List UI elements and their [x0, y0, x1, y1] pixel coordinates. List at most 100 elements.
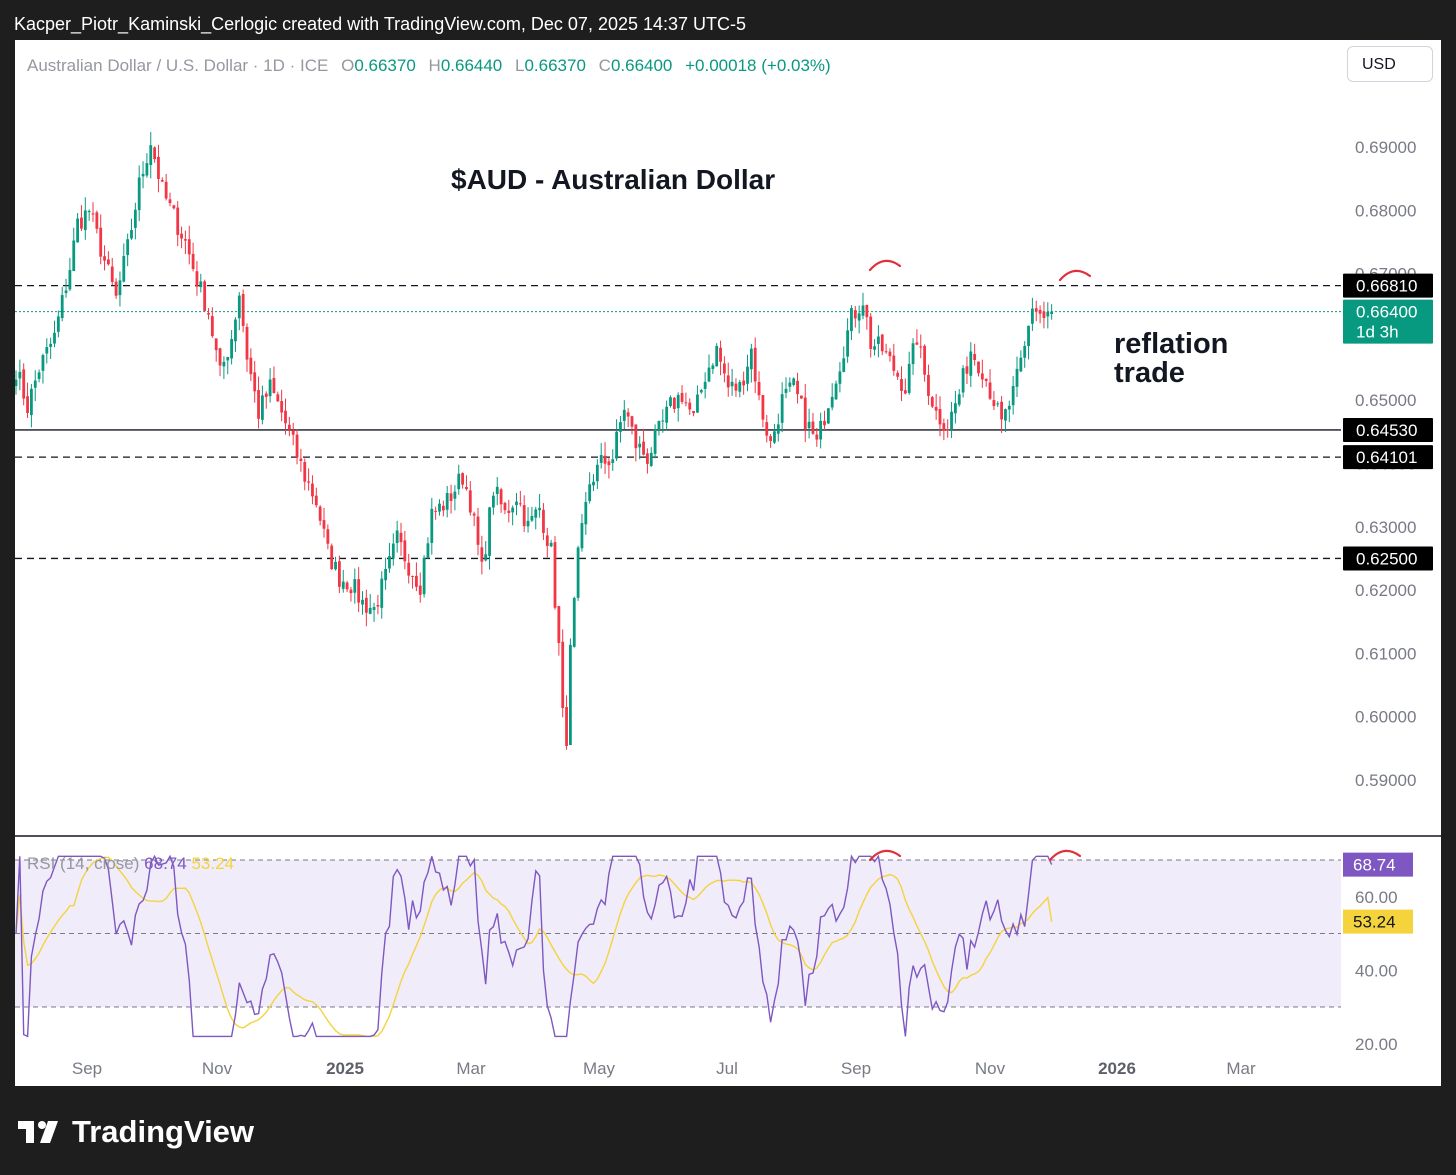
candle-body — [103, 256, 106, 261]
price-tick-label: 0.62000 — [1355, 581, 1416, 600]
candle — [83, 197, 87, 240]
candle — [376, 594, 380, 615]
candle — [480, 535, 484, 575]
candle-body — [1027, 325, 1030, 347]
candle — [465, 475, 468, 491]
candle — [384, 557, 387, 590]
candle-body — [322, 520, 326, 529]
candle-body — [126, 239, 130, 256]
candle-body — [107, 259, 110, 265]
candle — [53, 320, 56, 348]
candle — [503, 501, 507, 515]
candle-body — [157, 156, 160, 179]
candle-body — [76, 218, 79, 243]
reflation-annotation: reflation trade — [1114, 330, 1228, 388]
candle-body — [961, 368, 965, 393]
candle-body — [214, 338, 218, 351]
currency-button[interactable]: USD — [1347, 46, 1433, 82]
candle-body — [622, 409, 626, 421]
candle-body — [765, 422, 769, 436]
price-badge-text: 1d 3h — [1356, 323, 1399, 342]
candle — [611, 449, 615, 471]
candle — [565, 695, 568, 750]
candle-body — [318, 506, 322, 521]
candle — [780, 382, 784, 433]
candle-body — [930, 397, 934, 407]
candle-body — [465, 487, 468, 490]
candle-body — [130, 230, 133, 239]
candle-body — [311, 483, 314, 497]
candle — [237, 292, 241, 331]
candle-body — [653, 429, 657, 454]
candle-body — [207, 313, 210, 315]
candle-body — [538, 507, 541, 511]
candle — [545, 527, 549, 558]
candle-body — [807, 421, 811, 429]
time-tick-label: Jul — [716, 1059, 738, 1078]
candle-body — [884, 351, 888, 353]
candle-body — [896, 372, 900, 377]
candle-body — [26, 396, 29, 413]
price-tick-label: 0.68000 — [1355, 201, 1416, 220]
candle-body — [753, 347, 757, 382]
candle-body — [992, 400, 996, 407]
candle-body — [507, 510, 511, 513]
candle — [657, 420, 661, 436]
candle — [203, 279, 207, 312]
top-marker-arc — [1058, 269, 1092, 282]
rsi-legend-value: 68.74 — [144, 854, 187, 873]
candle — [322, 507, 326, 538]
price-tick-label: 0.63000 — [1355, 518, 1416, 537]
candle — [757, 371, 761, 401]
candle-body — [195, 271, 199, 287]
candle-body — [418, 585, 422, 595]
candle-body — [545, 535, 549, 546]
candle — [726, 362, 730, 397]
chart-canvas[interactable]: 0.690000.680000.670000.660000.650000.640… — [15, 40, 1441, 1086]
candle — [303, 458, 307, 491]
candle-body — [307, 481, 310, 483]
candle — [942, 418, 946, 441]
candle — [653, 424, 657, 459]
candle-body — [699, 390, 703, 393]
candle-body — [773, 431, 776, 443]
candle — [511, 505, 515, 526]
candle — [622, 400, 626, 430]
candle — [95, 210, 99, 234]
candle — [330, 543, 334, 570]
candle-body — [141, 173, 145, 177]
candle — [588, 472, 592, 504]
candle — [395, 520, 399, 553]
candle — [426, 537, 430, 559]
rsi-line — [15, 854, 1053, 1038]
candle-body — [1004, 409, 1007, 421]
candle — [26, 382, 29, 418]
candle-body — [796, 380, 799, 395]
candle — [572, 596, 576, 648]
candle-body — [56, 316, 60, 332]
candle-body — [41, 355, 45, 371]
axes-layer: 0.690000.680000.670000.660000.650000.640… — [15, 138, 1441, 1078]
candle — [688, 398, 692, 415]
price-tick-label: 0.60000 — [1355, 708, 1416, 727]
time-tick-label: Mar — [1226, 1059, 1256, 1078]
candle — [518, 490, 522, 507]
candle — [418, 572, 422, 603]
candle — [388, 542, 391, 573]
candle — [264, 391, 268, 409]
time-tick-label: 2026 — [1098, 1059, 1136, 1078]
candle — [18, 359, 22, 391]
candle-body — [376, 605, 380, 607]
candle — [476, 507, 480, 556]
candle — [187, 225, 191, 265]
candle — [977, 361, 980, 377]
candle — [534, 506, 538, 530]
candle-body — [734, 383, 738, 391]
candle-body — [873, 346, 876, 350]
candle — [91, 202, 95, 222]
chart-panel[interactable]: 0.690000.680000.670000.660000.650000.640… — [15, 40, 1441, 1086]
candle — [1027, 325, 1030, 360]
candle-body — [584, 501, 588, 525]
candle-body — [946, 429, 950, 431]
candle-body — [696, 394, 699, 413]
